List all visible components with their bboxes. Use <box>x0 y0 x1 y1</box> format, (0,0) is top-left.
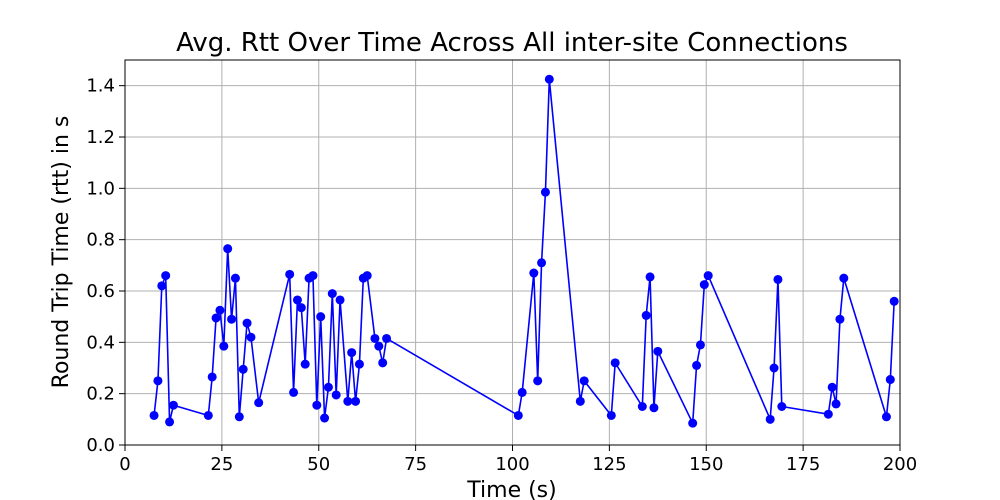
data-point <box>695 340 705 350</box>
data-point <box>343 396 353 406</box>
data-point <box>149 410 159 420</box>
data-point <box>347 348 357 358</box>
data-point <box>703 271 713 281</box>
y-tick-label: 0.2 <box>86 384 115 405</box>
data-point <box>692 360 702 370</box>
data-point <box>230 273 240 283</box>
data-point <box>637 402 647 411</box>
data-point <box>300 359 310 369</box>
x-tick-label: 175 <box>786 454 820 475</box>
data-point <box>308 271 318 281</box>
data-point <box>579 376 589 386</box>
data-point <box>881 412 891 422</box>
data-point <box>234 412 244 422</box>
data-point <box>246 332 256 342</box>
series-layer <box>149 74 899 428</box>
data-point <box>769 363 779 373</box>
data-point <box>312 400 322 410</box>
data-point <box>203 410 213 420</box>
data-point <box>517 387 527 397</box>
data-point <box>320 413 330 423</box>
y-tick-label: 1.0 <box>86 178 115 199</box>
data-point <box>285 269 295 279</box>
data-point <box>610 358 620 368</box>
data-point <box>540 187 550 197</box>
data-point <box>688 418 698 428</box>
data-point <box>827 382 837 392</box>
data-point <box>831 399 841 409</box>
data-point <box>575 396 585 406</box>
data-point <box>157 281 167 291</box>
data-point <box>219 341 229 351</box>
ticks: 0 25 50 75 100 125 150 175 200 0.0 0.2 0.4 0.6 0.8 1.0… <box>86 76 917 475</box>
data-point <box>327 289 337 299</box>
data-point <box>889 296 899 306</box>
data-point <box>370 333 380 343</box>
data-point <box>653 346 663 356</box>
data-point <box>699 280 709 290</box>
data-point <box>254 398 264 408</box>
x-tick-label: 25 <box>210 454 233 475</box>
x-tick-label: 200 <box>883 454 917 475</box>
data-point <box>606 410 616 420</box>
data-point <box>885 375 895 385</box>
x-tick-label: 150 <box>689 454 723 475</box>
data-point <box>215 305 225 315</box>
x-tick-label: 0 <box>119 454 130 475</box>
data-point <box>351 396 361 406</box>
data-point <box>223 244 233 254</box>
data-point <box>641 310 651 320</box>
y-tick-label: 0.6 <box>86 281 115 302</box>
data-point <box>238 364 248 374</box>
data-point <box>839 273 849 283</box>
x-tick-label: 125 <box>592 454 626 475</box>
data-point <box>765 414 775 424</box>
data-point <box>296 303 306 313</box>
y-tick-label: 0.4 <box>86 332 115 353</box>
y-tick-label: 1.4 <box>86 76 115 97</box>
data-point <box>823 409 833 419</box>
x-tick-label: 50 <box>307 454 330 475</box>
data-point <box>331 390 341 400</box>
data-point <box>323 382 333 392</box>
data-point <box>374 341 384 351</box>
y-axis-label: Round Trip Time (rtt) in s <box>49 116 74 389</box>
data-point <box>382 333 392 343</box>
data-point <box>777 402 787 411</box>
data-point <box>645 272 655 282</box>
data-point <box>289 387 299 397</box>
y-tick-label: 0.8 <box>86 230 115 251</box>
x-tick-label: 100 <box>495 454 529 475</box>
data-point <box>207 372 217 382</box>
data-point <box>153 376 163 386</box>
chart-title: Avg. Rtt Over Time Across All inter-site… <box>176 28 848 58</box>
data-point <box>513 410 523 420</box>
data-point <box>533 376 543 386</box>
data-point <box>378 358 388 368</box>
data-point <box>773 274 783 284</box>
data-point <box>165 417 175 427</box>
data-point <box>544 74 554 84</box>
data-point <box>354 359 364 369</box>
data-point <box>335 295 345 305</box>
data-point <box>168 400 178 410</box>
data-point <box>211 313 221 323</box>
data-point <box>316 312 326 322</box>
data-point <box>649 403 659 413</box>
data-point <box>362 271 372 281</box>
x-axis-label: Time (s) <box>466 478 556 500</box>
data-point <box>835 314 845 324</box>
data-point <box>529 268 539 278</box>
data-point <box>537 258 547 268</box>
y-tick-label: 0.0 <box>86 435 115 456</box>
x-tick-label: 75 <box>404 454 427 475</box>
data-point <box>292 295 302 305</box>
y-tick-label: 1.2 <box>86 127 115 148</box>
data-point <box>242 318 252 328</box>
data-point <box>227 314 237 324</box>
data-point <box>161 271 171 281</box>
